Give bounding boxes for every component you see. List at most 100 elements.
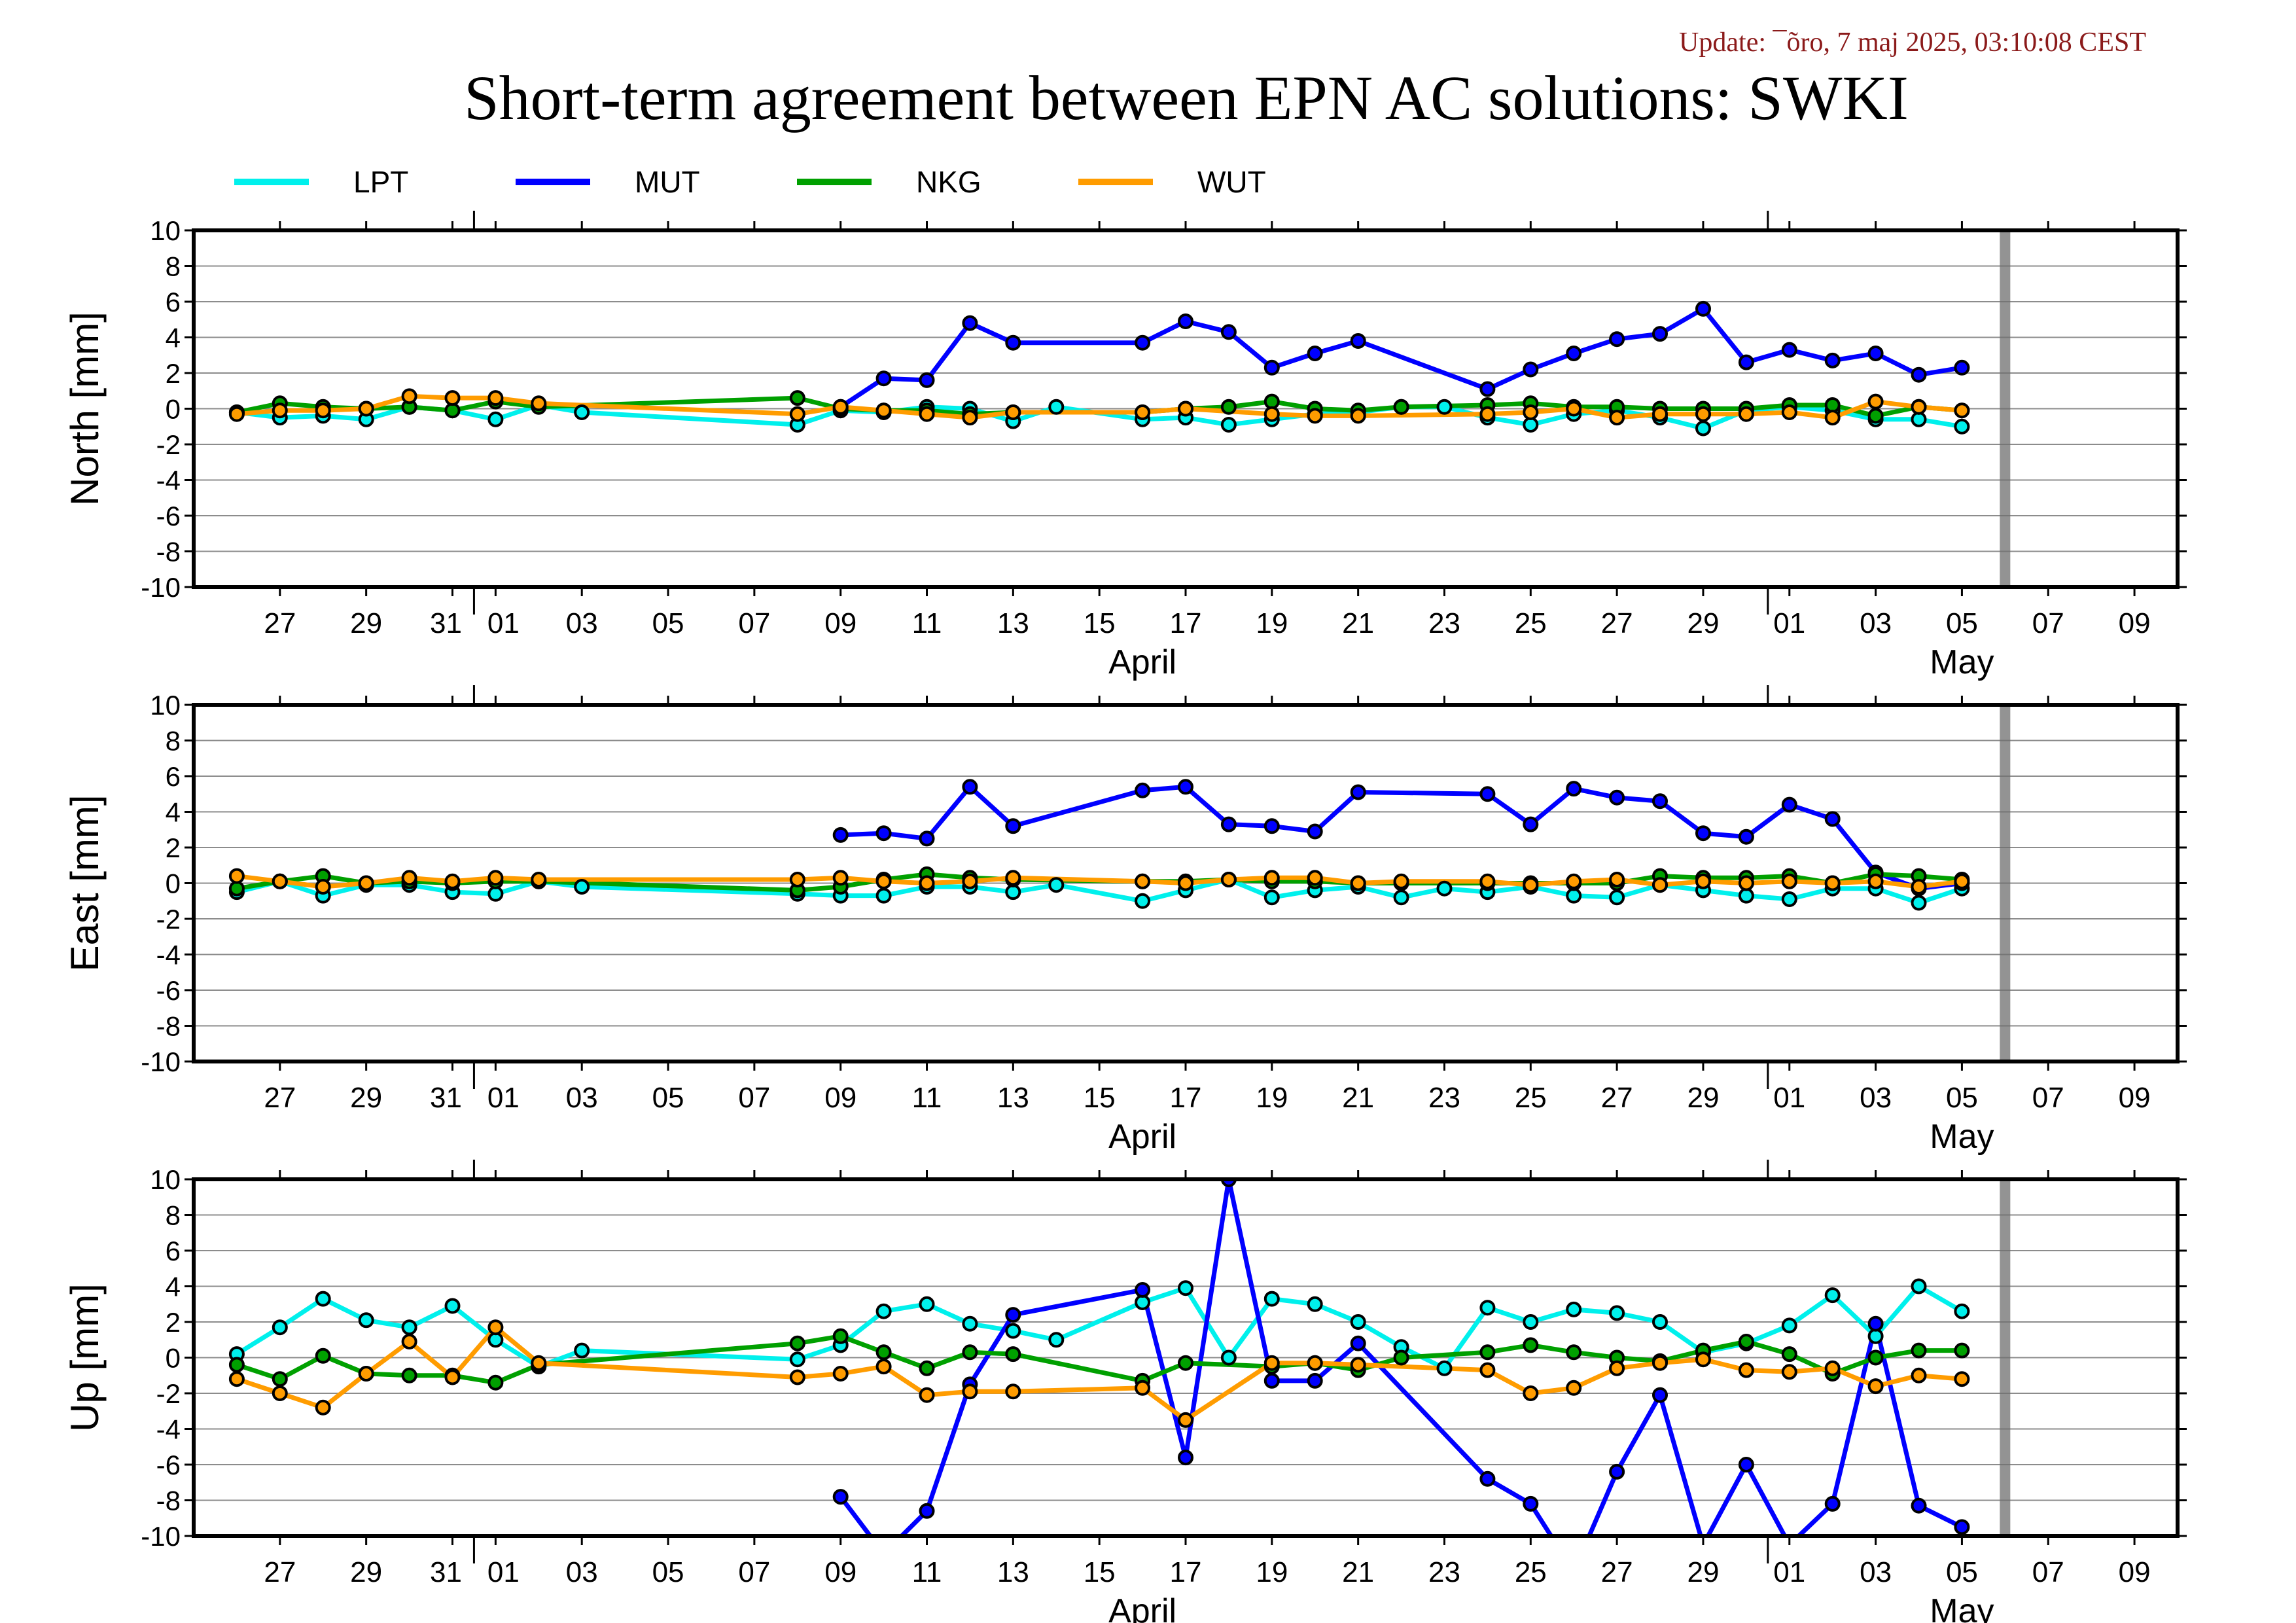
data-point-wut: [1609, 1360, 1625, 1376]
data-point-wut: [1566, 1380, 1582, 1396]
data-point-mut: [1911, 366, 1927, 383]
data-point-nkg: [1738, 1334, 1754, 1349]
data-point-mut: [1652, 326, 1668, 342]
data-point-wut: [1652, 1355, 1668, 1371]
data-point-nkg: [401, 1367, 417, 1383]
data-point-wut: [919, 406, 935, 422]
data-point-lpt: [1263, 889, 1280, 906]
data-point-mut: [1781, 796, 1797, 813]
data-point-wut: [919, 875, 935, 891]
y-tick-label: 4: [166, 323, 181, 353]
x-tick-label: 09: [824, 1082, 857, 1114]
data-point-wut: [1005, 870, 1021, 886]
y-tick-label: 8: [166, 726, 181, 757]
data-point-lpt: [1178, 1280, 1193, 1296]
y-tick-label: 4: [166, 1272, 181, 1302]
y-tick-label: -2: [156, 1378, 181, 1409]
data-point-wut: [1738, 406, 1754, 422]
data-point-mut: [1738, 829, 1754, 845]
x-tick-label: 21: [1342, 1556, 1374, 1588]
x-tick-label: 11: [912, 607, 942, 639]
y-tick-label: -8: [156, 1011, 181, 1042]
data-point-nkg: [1523, 1337, 1539, 1353]
data-point-wut: [531, 395, 547, 412]
y-tick-label: 0: [166, 868, 181, 899]
data-point-wut: [1178, 401, 1193, 417]
x-tick-label: 09: [824, 607, 857, 639]
x-tick-label: 09: [2119, 1556, 2151, 1588]
update-timestamp: Update: ¯õro, 7 maj 2025, 03:10:08 CEST: [1679, 27, 2146, 58]
data-point-nkg: [789, 1335, 805, 1351]
x-tick-label: 27: [264, 607, 296, 639]
x-tick-label: 31: [430, 1556, 462, 1588]
x-tick-label: 19: [1256, 1082, 1288, 1114]
data-point-wut: [315, 402, 331, 419]
data-point-nkg: [1005, 1346, 1021, 1363]
x-tick-label: 23: [1428, 1082, 1460, 1114]
x-tick-label: 09: [824, 1556, 857, 1588]
data-point-wut: [875, 873, 892, 889]
data-point-nkg: [1954, 1342, 1970, 1359]
data-point-wut: [358, 401, 374, 417]
data-point-wut: [1350, 1357, 1366, 1373]
x-tick-label: 17: [1170, 607, 1202, 639]
data-point-lpt: [1393, 889, 1409, 906]
data-point-wut: [272, 873, 288, 889]
data-point-lpt: [1781, 1317, 1797, 1334]
x-tick-label: 07: [738, 1082, 770, 1114]
x-tick-label: 29: [350, 1082, 382, 1114]
data-point-wut: [832, 870, 849, 886]
data-point-wut: [487, 1319, 504, 1336]
legend: LPT MUT NKG WUT: [234, 165, 1266, 199]
data-point-mut: [1005, 818, 1021, 834]
data-point-wut: [1781, 873, 1797, 889]
data-point-wut: [1393, 873, 1409, 889]
month-label-april: April: [1108, 1592, 1176, 1623]
data-point-wut: [531, 1355, 547, 1371]
data-point-lpt: [919, 1296, 935, 1312]
data-point-nkg: [228, 1357, 245, 1373]
y-tick-label: -4: [156, 940, 181, 971]
y-tick-label: 0: [166, 394, 181, 425]
month-label-may: May: [1930, 1118, 1994, 1156]
data-point-nkg: [919, 1360, 935, 1376]
data-point-nkg: [228, 880, 245, 897]
x-tick-label: 11: [912, 1556, 942, 1588]
x-tick-label: 05: [1946, 1082, 1978, 1114]
data-point-wut: [1781, 404, 1797, 420]
x-tick-label: 07: [2032, 607, 2064, 639]
x-tick-label: 29: [1687, 1556, 1719, 1588]
x-tick-label: 07: [2032, 1082, 2064, 1114]
data-point-wut: [962, 410, 978, 426]
data-point-mut: [1350, 333, 1366, 349]
data-point-lpt: [574, 404, 590, 420]
data-point-wut: [1695, 406, 1711, 422]
data-point-wut: [919, 1387, 935, 1403]
data-point-wut: [1178, 875, 1193, 891]
data-point-wut: [1695, 1351, 1711, 1368]
data-point-wut: [1307, 870, 1323, 886]
data-point-mut: [1738, 1457, 1754, 1472]
y-tick-label: 2: [166, 358, 181, 389]
x-tick-label: 21: [1342, 607, 1374, 639]
x-tick-label: 21: [1342, 1082, 1374, 1114]
data-point-mut: [1178, 1450, 1193, 1466]
data-point-lpt: [1005, 884, 1021, 901]
data-point-lpt: [1350, 1314, 1366, 1330]
data-point-wut: [1824, 410, 1841, 426]
y-tick-label: 2: [166, 832, 181, 863]
data-point-wut: [1609, 872, 1625, 887]
x-tick-label: 13: [997, 1556, 1029, 1588]
data-point-nkg: [1479, 1344, 1496, 1361]
data-point-mut: [1954, 1519, 1970, 1535]
data-point-wut: [789, 872, 805, 887]
y-tick-label: 6: [166, 287, 181, 317]
month-label-april: April: [1108, 1118, 1176, 1156]
data-point-wut: [1954, 873, 1970, 889]
data-point-wut: [228, 1371, 245, 1387]
data-point-lpt: [875, 1303, 892, 1319]
data-point-wut: [401, 1334, 417, 1349]
data-point-wut: [1135, 404, 1151, 420]
data-point-mut: [1824, 1495, 1841, 1512]
